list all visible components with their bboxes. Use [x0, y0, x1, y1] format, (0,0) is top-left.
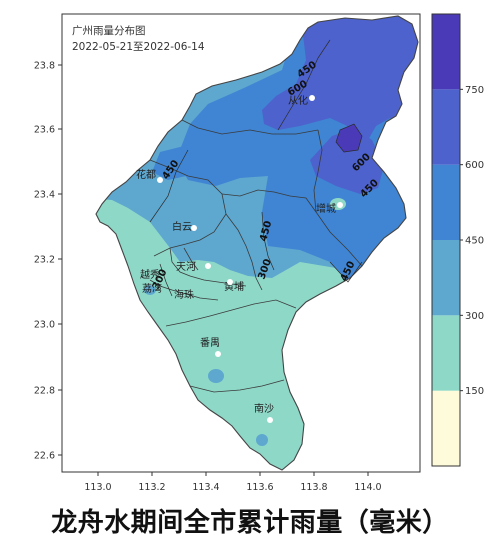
fill-750-plus	[336, 124, 362, 152]
map-date-range: 2022-05-21至2022-06-14	[72, 41, 205, 53]
fill-600-750-east	[310, 128, 384, 194]
colorbar-band	[432, 390, 460, 466]
district-label-baiyun: 白云	[172, 220, 192, 233]
y-tick-label: 23.0	[34, 320, 55, 331]
colorbar-band	[432, 315, 460, 391]
x-tick-label: 113.0	[84, 482, 111, 493]
rainfall-map: 广州雨量分布图 2022-05-21至2022-06-14	[34, 13, 484, 493]
x-tick-label: 114.0	[354, 482, 381, 493]
y-tick-label: 22.6	[34, 451, 55, 462]
contour-east-750	[335, 123, 363, 153]
y-tick-label: 23.4	[34, 190, 55, 201]
colorbar-tick-label: 300	[465, 311, 484, 322]
colorbar-tick-label: 450	[465, 236, 484, 247]
district-label-liwan: 荔湾	[142, 282, 162, 295]
district-label-group: 从化 花都 增城 白云 天河 越秀 荔湾 海珠 黄埔 番禺 南沙	[136, 94, 336, 415]
marker-huangpu	[227, 279, 233, 285]
y-tick-label: 23.6	[34, 125, 55, 136]
x-tick-label: 113.4	[192, 482, 219, 493]
marker-nansha	[267, 417, 273, 423]
marker-huadu	[157, 177, 163, 183]
district-label-haizhu: 海珠	[174, 288, 194, 301]
colorbar-band	[432, 240, 460, 316]
x-tick-label: 113.8	[300, 482, 327, 493]
colorbar-tick-label: 750	[465, 85, 484, 96]
boundary-zengcheng-west	[313, 129, 363, 267]
marker-baiyun	[191, 225, 197, 231]
boundary-haizhu-south	[149, 279, 219, 301]
marker-conghua	[309, 95, 315, 101]
x-tick-label: 113.6	[246, 482, 273, 493]
map-title: 广州雨量分布图	[72, 25, 146, 37]
district-label-conghua: 从化	[288, 94, 308, 107]
marker-zengcheng	[337, 202, 343, 208]
contour-lines	[149, 39, 363, 297]
pocket-panyu	[208, 369, 224, 383]
marker-panyu	[215, 351, 221, 357]
contour-huadu-450	[149, 149, 189, 223]
colorbar: 750 600 450 300 150	[431, 13, 484, 467]
colorbar-tick-label: 150	[465, 386, 484, 397]
fill-600-750-north	[262, 16, 418, 140]
colorbar-band	[432, 164, 460, 240]
contour-liwan-300	[159, 263, 173, 297]
district-label-tianhe: 天河	[176, 261, 196, 273]
boundary-baiyun-north	[221, 189, 317, 213]
contour-southeast-450	[329, 261, 363, 283]
colorbar-tick-label: 600	[465, 160, 484, 171]
y-tick-label: 23.2	[34, 255, 55, 266]
colorbar-band	[432, 89, 460, 165]
y-tick-label: 22.8	[34, 386, 55, 397]
boundary-baiyun-huangpu	[225, 213, 263, 291]
contour-center-300	[261, 211, 275, 271]
district-label-panyu: 番禺	[200, 337, 220, 349]
pocket-liwan	[144, 285, 156, 295]
boundary-panyu-north	[165, 299, 297, 327]
district-markers	[157, 95, 343, 423]
contour-label-center-450: 450	[258, 220, 274, 243]
marker-tianhe	[205, 263, 211, 269]
colorbar-band	[432, 14, 460, 90]
boundary-panyu-nansha	[189, 379, 285, 393]
contour-north-450	[277, 39, 331, 131]
district-label-huadu: 花都	[136, 168, 156, 181]
pocket-nansha	[256, 434, 268, 446]
x-tick-label: 113.2	[138, 482, 165, 493]
district-label-nansha: 南沙	[254, 402, 274, 415]
y-tick-label: 23.8	[34, 61, 55, 72]
boundary-yuexiu	[183, 247, 199, 271]
district-label-zengcheng: 增城	[316, 202, 336, 215]
district-label-yuexiu: 越秀	[140, 268, 160, 281]
district-label-huangpu: 黄埔	[224, 280, 244, 293]
y-axis: 23.8 23.6 23.4 23.2 23.0 22.8 22.6	[34, 61, 62, 462]
x-axis: 113.0 113.2 113.4 113.6 113.8 114.0	[84, 472, 382, 493]
caption-title: 龙舟水期间全市累计雨量（毫米）	[51, 508, 449, 538]
boundary-conghua-south	[181, 119, 319, 135]
fill-450-600-huadu	[152, 146, 196, 180]
